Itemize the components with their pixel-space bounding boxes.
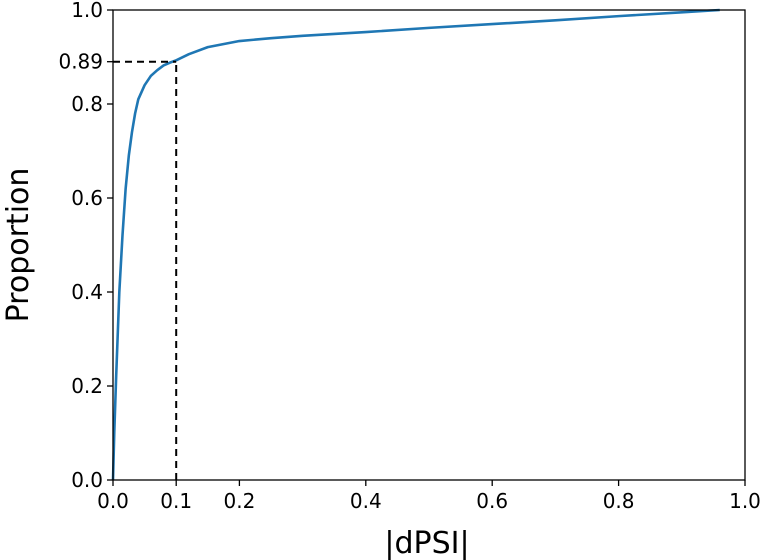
x-tick-label: 0.4 [350,489,382,513]
reference-lines [113,60,178,480]
x-axis-label: |dPSI| [384,526,469,560]
x-tick-label: 0.6 [476,489,508,513]
y-tick-label: 0.6 [71,186,103,210]
y-tick-label: 0.8 [71,92,103,116]
y-axis-label: Proportion [1,168,36,323]
y-tick-label: 0.0 [71,468,103,492]
y-tick-label: 0.4 [71,280,103,304]
axes [112,9,746,481]
x-tick-label: 1.0 [729,489,761,513]
plot-area [111,8,720,481]
axes-frame [112,9,746,481]
series-line-0 [111,8,720,481]
x-tick-label: 0.0 [97,489,129,513]
y-tick-label: 0.2 [71,374,103,398]
y-tick-label: 0.89 [58,50,103,74]
y-tick-label: 1.0 [71,0,103,22]
x-tick-label: 0.1 [160,489,192,513]
x-tick-label: 0.8 [603,489,635,513]
x-tick-label: 0.2 [223,489,255,513]
ticks: 0.0 0.1 0.2 0.4 0.6 0.8 1.0 0.0 0.2 0.4 0.6 0.8 0.89… [58,0,760,513]
